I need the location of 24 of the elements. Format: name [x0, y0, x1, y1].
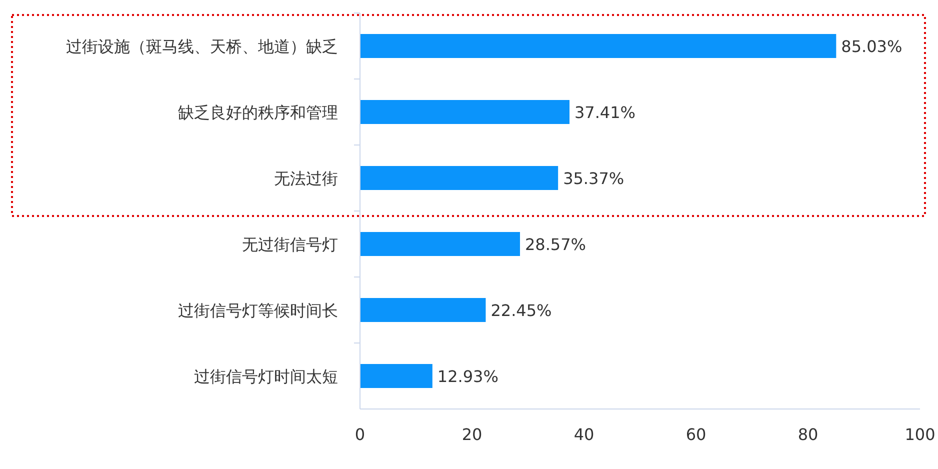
bar	[360, 34, 836, 58]
bar	[360, 232, 520, 256]
y-tick-label: 过街信号灯等候时间长	[178, 301, 338, 320]
bar	[360, 100, 570, 124]
y-tick-label: 过街信号灯时间太短	[194, 367, 338, 386]
y-tick-label: 缺乏良好的秩序和管理	[178, 103, 338, 122]
x-tick-label: 20	[462, 425, 482, 444]
data-label: 28.57%	[524, 235, 586, 254]
y-tick-label: 无过街信号灯	[242, 235, 338, 254]
y-tick-label: 无法过街	[274, 169, 338, 188]
data-label: 35.37%	[563, 169, 624, 188]
x-tick-label: 80	[798, 425, 818, 444]
bar	[360, 166, 558, 190]
data-label: 37.41%	[574, 103, 636, 122]
bar	[360, 364, 432, 388]
x-tick-label: 100	[904, 425, 936, 444]
x-tick-label: 0	[354, 425, 366, 444]
y-tick-label: 过街设施（斑马线、天桥、地道）缺乏	[66, 37, 338, 56]
data-label: 85.03%	[841, 37, 902, 56]
data-label: 12.93%	[437, 367, 498, 386]
x-tick-label: 60	[686, 425, 706, 444]
bar	[360, 298, 486, 322]
x-tick-label: 40	[574, 425, 594, 444]
data-label: 22.45%	[490, 301, 552, 320]
